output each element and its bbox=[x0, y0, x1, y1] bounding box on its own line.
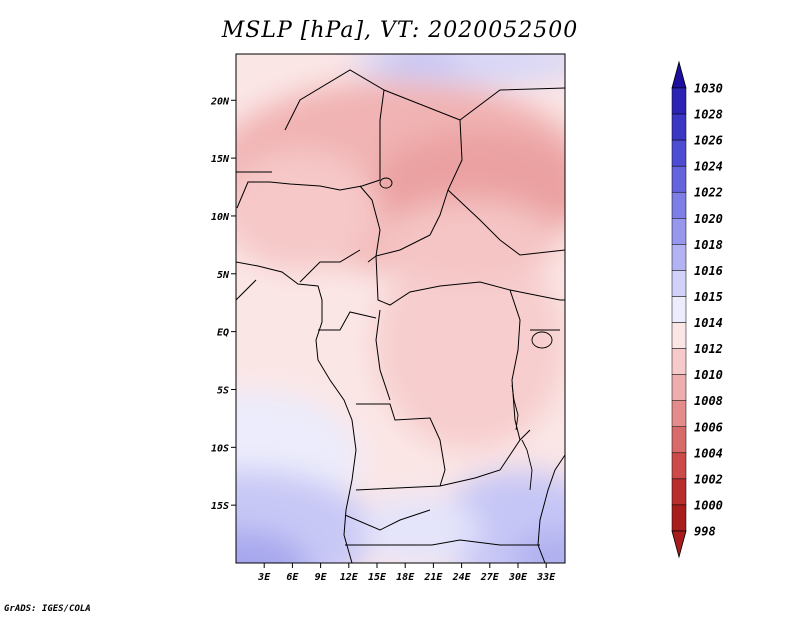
x-tick-label: 30E bbox=[508, 572, 528, 583]
colorbar-segment bbox=[671, 452, 687, 480]
colorbar-label: 1000 bbox=[694, 498, 723, 512]
colorbar-segment bbox=[671, 87, 687, 115]
y-tick-label: 10S bbox=[211, 443, 229, 454]
colorbar-label: 1016 bbox=[694, 264, 723, 278]
lakes bbox=[379, 177, 553, 491]
y-tick-label: 10N bbox=[211, 212, 230, 223]
colorbar-segment bbox=[671, 218, 687, 245]
x-tick-label: 15E bbox=[368, 572, 387, 583]
x-tick-label: 24E bbox=[452, 572, 472, 583]
colorbar-segment bbox=[671, 296, 687, 323]
x-tick-label: 6E bbox=[286, 572, 299, 583]
colorbar-label: 1004 bbox=[694, 446, 723, 460]
x-tick-label: 3E bbox=[257, 572, 271, 583]
y-tick-label: EQ bbox=[217, 328, 229, 339]
colorbar-label: 1006 bbox=[694, 420, 723, 434]
colorbar-label: 998 bbox=[694, 525, 716, 539]
x-tick-label: 18E bbox=[396, 572, 415, 583]
colorbar-segment bbox=[671, 400, 687, 428]
colorbar-segment bbox=[671, 478, 687, 506]
colorbar-segment bbox=[671, 244, 687, 271]
colorbar-label: 1030 bbox=[694, 82, 723, 96]
y-tick-label: 20N bbox=[210, 96, 230, 107]
pressure-field bbox=[236, 54, 565, 563]
colorbar-label: 1018 bbox=[694, 238, 723, 252]
colorbar-label: 1015 bbox=[694, 290, 723, 304]
colorbar-segment bbox=[671, 139, 687, 167]
x-tick-label: 9E bbox=[315, 572, 328, 583]
x-tick-label: 33E bbox=[536, 572, 556, 583]
colorbar-segment bbox=[671, 374, 687, 401]
colorbar-label: 1026 bbox=[694, 134, 723, 148]
colorbar-label: 1024 bbox=[694, 160, 723, 174]
colorbar-label: 1002 bbox=[694, 472, 723, 486]
y-tick-label: 5N bbox=[217, 270, 230, 281]
plot-frame bbox=[235, 53, 566, 564]
colorbar-label: 1010 bbox=[694, 368, 723, 382]
chart-title: MSLP [hPa], VT: 2020052500 bbox=[221, 18, 579, 43]
x-tick-label: 27E bbox=[480, 572, 500, 583]
colorbar-label: 1020 bbox=[694, 212, 723, 226]
colorbar-label: 1012 bbox=[694, 342, 723, 356]
grads-credit: GrADS: IGES/COLA bbox=[4, 604, 91, 614]
y-axis: 20N 15N 10N 5N EQ 5S 10S 15S bbox=[210, 96, 236, 512]
colorbar-segment bbox=[671, 165, 687, 193]
colorbar: 1030 1028 1026 1024 1022 1020 1018 1016 1015 1014… bbox=[671, 60, 723, 559]
country-borders bbox=[236, 69, 565, 563]
y-tick-label: 15S bbox=[211, 501, 229, 512]
colorbar-segment bbox=[671, 322, 687, 349]
x-tick-label: 21E bbox=[423, 572, 443, 583]
colorbar-top-arrow bbox=[671, 60, 687, 89]
colorbar-segment bbox=[671, 348, 687, 375]
colorbar-bottom-arrow bbox=[671, 530, 687, 559]
colorbar-label: 1028 bbox=[694, 108, 723, 122]
y-tick-label: 5S bbox=[217, 385, 229, 396]
x-axis: 3E 6E 9E 12E 15E 18E 21E 24E 27E 30E 33E bbox=[257, 563, 556, 583]
colorbar-label: 1008 bbox=[694, 394, 723, 408]
colorbar-segment bbox=[671, 191, 687, 219]
colorbar-segment bbox=[671, 504, 687, 532]
colorbar-segment bbox=[671, 113, 687, 141]
colorbar-segment bbox=[671, 270, 687, 297]
colorbar-label: 1022 bbox=[694, 186, 723, 200]
colorbar-label: 1014 bbox=[694, 316, 723, 330]
y-tick-label: 15N bbox=[211, 154, 230, 165]
x-tick-label: 12E bbox=[340, 572, 359, 583]
colorbar-segment bbox=[671, 426, 687, 454]
